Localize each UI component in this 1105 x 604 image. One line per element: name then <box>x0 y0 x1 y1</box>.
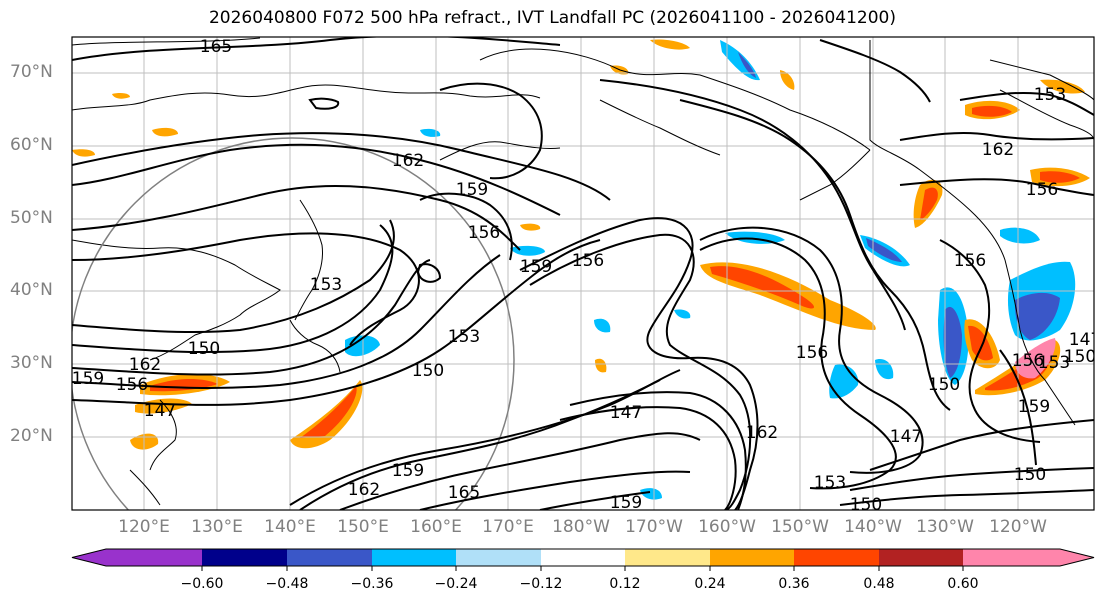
contour-label: 153 <box>310 275 342 295</box>
lon-label: 140°E <box>264 517 316 537</box>
contour-label: 150 <box>928 375 960 395</box>
lon-label: 170°E <box>482 517 534 537</box>
lon-label: 180°W <box>552 517 610 537</box>
colorbar-extend-high <box>1060 549 1094 566</box>
contour-label: 147 <box>890 427 922 447</box>
colorbar-extend-low <box>72 549 106 566</box>
colorbar-outline <box>71 548 1095 567</box>
lon-label: 120°W <box>989 517 1047 537</box>
lon-label: 170°W <box>625 517 683 537</box>
colorbar-segment <box>287 549 372 566</box>
map-frame <box>71 36 1095 511</box>
contour-label: 150 <box>1014 465 1046 485</box>
colorbar-segment <box>625 549 710 566</box>
contour-label: 162 <box>392 151 424 171</box>
colorbar-tick-label: 0.48 <box>863 576 895 592</box>
contour-label: 153 <box>448 327 480 347</box>
colorbar-segment <box>202 549 287 566</box>
colorbar-tick-label: 0.24 <box>694 576 726 592</box>
lat-label-40n: 40°N <box>10 280 53 300</box>
contour-label: 162 <box>746 423 778 443</box>
contour-label: 159 <box>1018 397 1050 417</box>
colorbar-tick-label: −0.24 <box>434 576 478 592</box>
colorbar-tick-label: −0.48 <box>265 576 309 592</box>
contour-label: 162 <box>982 140 1014 160</box>
contour-label: 153 <box>1034 85 1066 105</box>
colorbar <box>71 548 1095 567</box>
contour-label: 147 <box>144 401 176 421</box>
colorbar-segment <box>456 549 541 566</box>
colorbar-tick-label: −0.12 <box>519 576 563 592</box>
contour-label: 156 <box>468 223 500 243</box>
contour-label: 153 <box>1038 353 1070 373</box>
contour-label: 156 <box>796 343 828 363</box>
contour-label: 156 <box>572 251 604 271</box>
map-area: 165 162 159 156 153 150 147 162 156 159 … <box>72 37 1101 515</box>
colorbar-segment <box>106 549 202 566</box>
colorbar-tick-label: 0.12 <box>609 576 641 592</box>
contour-label: 147 <box>1069 330 1101 350</box>
lon-label: 150°W <box>771 517 829 537</box>
lon-label: 140°W <box>844 517 902 537</box>
colorbar-segment <box>879 549 963 566</box>
colorbar-segment <box>963 549 1060 566</box>
colorbar-ticks <box>201 566 964 571</box>
colorbar-segment <box>710 549 794 566</box>
contour-label: 159 <box>610 493 642 513</box>
lat-label-60n: 60°N <box>10 135 53 155</box>
lat-label-30n: 30°N <box>10 353 53 373</box>
contour-label: 159 <box>72 369 104 389</box>
contour-label: 150 <box>412 361 444 381</box>
lon-label: 160°W <box>698 517 756 537</box>
gridlines <box>72 37 1094 510</box>
contour-label: 162 <box>348 480 380 500</box>
contour-label: 150 <box>188 339 220 359</box>
lat-label-20n: 20°N <box>10 426 53 446</box>
lat-label-70n: 70°N <box>10 62 53 82</box>
contour-label: 159 <box>456 180 488 200</box>
colorbar-segment <box>794 549 879 566</box>
ivt-shading <box>72 39 1090 500</box>
map-title: 2026040800 F072 500 hPa refract., IVT La… <box>208 8 896 28</box>
contour-label: 156 <box>1012 351 1044 371</box>
lon-label: 150°E <box>337 517 389 537</box>
contour-label: 150 <box>850 495 882 515</box>
colorbar-segment <box>372 549 456 566</box>
colorbar-tick-label: −0.60 <box>180 576 224 592</box>
contour-label: 159 <box>520 257 552 277</box>
lat-label-50n: 50°N <box>10 208 53 228</box>
lon-label: 160°E <box>410 517 462 537</box>
colorbar-tick-label: 0.36 <box>778 576 810 592</box>
contour-label: 150 <box>1064 347 1096 367</box>
lon-label: 130°W <box>916 517 974 537</box>
contour-labels: 165 162 159 156 153 150 147 162 156 159 … <box>72 37 1101 515</box>
refractivity-contours <box>72 37 1094 510</box>
colorbar-tick-label: −0.36 <box>350 576 394 592</box>
colorbar-tick-label: 0.60 <box>947 576 979 592</box>
colorbar-segment <box>541 549 625 566</box>
contour-label: 156 <box>116 375 148 395</box>
contour-label: 153 <box>814 473 846 493</box>
contour-label: 156 <box>954 251 986 271</box>
contour-label: 162 <box>129 355 161 375</box>
contour-label: 147 <box>610 403 642 423</box>
lon-label: 120°E <box>118 517 170 537</box>
range-ring <box>72 137 515 510</box>
contour-label: 159 <box>392 461 424 481</box>
contour-label: 165 <box>200 37 232 57</box>
contour-label: 156 <box>1026 180 1058 200</box>
lon-label: 130°E <box>191 517 243 537</box>
contour-label: 165 <box>448 483 480 503</box>
